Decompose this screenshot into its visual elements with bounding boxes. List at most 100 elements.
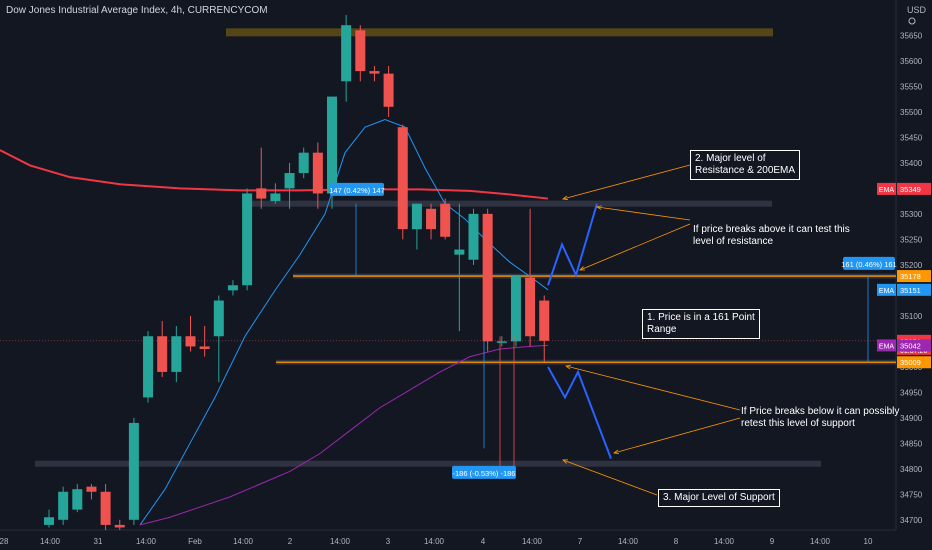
price-axis-label: EMA 35042	[877, 339, 931, 352]
candle	[114, 519, 125, 530]
svg-text:35151: 35151	[900, 286, 921, 295]
price-axis-label: EMA 35349	[877, 182, 931, 195]
candle	[496, 336, 507, 347]
candle	[383, 65, 394, 117]
y-tick-label: 35650	[900, 31, 923, 40]
break-below-annotation: If Price breaks below it can possibly re…	[741, 406, 900, 429]
measure-down-box	[452, 465, 516, 479]
arrow-break-below-2	[613, 417, 741, 454]
candle	[199, 326, 210, 357]
y-tick-label: 35250	[900, 235, 923, 244]
candle	[482, 208, 493, 352]
svg-text:35009: 35009	[900, 358, 921, 367]
candle	[397, 124, 408, 240]
measure-range-label: 161 (0.46%) 161	[841, 260, 896, 269]
x-tick-label: 10	[864, 537, 873, 546]
x-tick-label: 14:00	[618, 537, 639, 546]
y-tick-label: 35200	[900, 261, 923, 270]
x-tick-label: 14:00	[136, 537, 157, 546]
x-tick-label: 31	[94, 537, 103, 546]
y-tick-label: 35450	[900, 133, 923, 142]
ema200-line	[0, 149, 549, 200]
candle	[440, 198, 451, 240]
ma-slow-line	[139, 344, 549, 526]
price-axis-label: 35009	[897, 356, 931, 369]
arrow-break-below-1-head	[565, 364, 572, 370]
x-tick-label: 14:00	[522, 537, 543, 546]
candle	[510, 275, 521, 347]
svg-text:35178: 35178	[900, 272, 921, 281]
candle	[525, 208, 536, 347]
x-tick-label: 28	[0, 537, 9, 546]
settings-icon[interactable]	[908, 17, 916, 25]
y-tick-label: 34850	[900, 439, 923, 448]
price-axis-label: 35178	[897, 270, 931, 283]
x-tick-label: Feb	[188, 537, 202, 546]
y-tick-label: 35400	[900, 159, 923, 168]
candle	[369, 65, 380, 82]
arrow-break-above-1	[596, 206, 691, 221]
support-annotation: 3. Major Level of Support	[658, 489, 780, 507]
y-tick-label: 35600	[900, 57, 923, 66]
x-tick-label: 14:00	[330, 537, 351, 546]
y-tick-label: 34750	[900, 490, 923, 499]
candle	[284, 162, 295, 209]
resistance-200ema-band	[250, 200, 772, 207]
candle	[539, 295, 550, 362]
candle	[171, 326, 182, 383]
x-tick-label: 14:00	[40, 537, 61, 546]
currency-label: USD	[906, 5, 926, 15]
candle	[242, 188, 253, 291]
support-band	[35, 460, 821, 467]
y-tick-label: 34900	[900, 414, 923, 423]
arrow-break-above-1-head	[595, 205, 602, 210]
measure-up-box	[330, 182, 384, 196]
candle	[256, 147, 267, 209]
arrow-break-above-2-head	[579, 266, 586, 271]
y-tick-label: 34950	[900, 388, 923, 397]
arrow-break-below-2-head	[613, 449, 620, 455]
resistance-annotation: 2. Major level of Resistance & 200EMA	[690, 150, 801, 180]
y-tick-label: 35300	[900, 210, 923, 219]
x-tick-label: 7	[578, 537, 583, 546]
candle	[157, 320, 168, 378]
x-tick-label: 14:00	[714, 537, 735, 546]
candle	[298, 147, 309, 179]
arrow-to-resistance-head	[562, 195, 569, 201]
candle	[355, 25, 366, 82]
x-tick-label: 2	[288, 537, 293, 546]
arrow-break-below-1	[565, 365, 741, 411]
candle	[58, 486, 69, 525]
candle	[72, 484, 83, 513]
y-tick-label: 34700	[900, 516, 923, 525]
candle	[270, 183, 281, 204]
measure-down-label: -186 (-0.53%) -186	[453, 469, 516, 478]
svg-text:EMA: EMA	[879, 288, 895, 295]
x-tick-label: 14:00	[424, 537, 445, 546]
range-annotation: 1. Price is in a 161 Point Range	[642, 309, 760, 339]
candle	[341, 15, 352, 102]
candle	[468, 208, 479, 265]
arrow-to-support	[562, 459, 658, 496]
svg-text:35042: 35042	[900, 341, 921, 350]
x-tick-label: 9	[770, 537, 775, 546]
candle	[312, 142, 323, 209]
y-tick-label: 35500	[900, 108, 923, 117]
arrow-to-support-head	[562, 459, 569, 464]
y-tick-label: 35100	[900, 312, 923, 321]
x-tick-label: 3	[386, 537, 391, 546]
arrow-break-above-2	[579, 223, 691, 271]
price-axis-label: EMA 35151	[877, 283, 931, 296]
candle	[411, 203, 422, 250]
y-tick-label: 35550	[900, 82, 923, 91]
svg-text:35349: 35349	[900, 185, 921, 194]
projection-up-path	[547, 203, 598, 286]
candle	[185, 315, 196, 352]
x-tick-label: 14:00	[233, 537, 254, 546]
candle	[86, 484, 97, 500]
break-above-annotation: If price breaks above it can test this l…	[693, 224, 850, 247]
x-tick-label: 4	[481, 537, 486, 546]
arrow-to-resistance	[562, 164, 691, 200]
projection-down-path	[547, 366, 612, 459]
